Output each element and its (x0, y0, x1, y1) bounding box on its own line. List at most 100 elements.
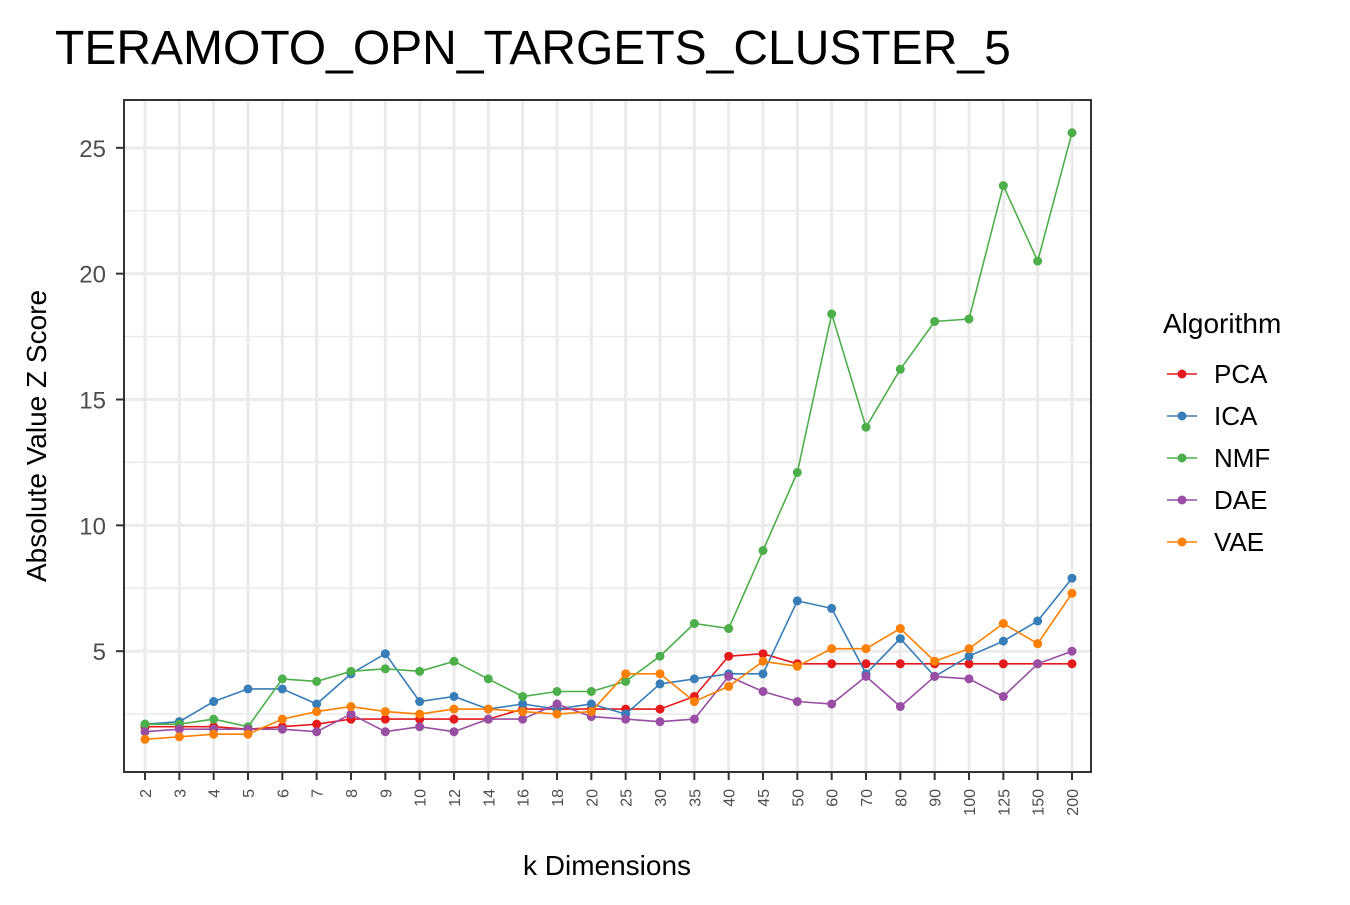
data-point-nmf (140, 719, 150, 729)
x-tick-label: 14 (481, 789, 498, 807)
data-point-nmf (518, 691, 528, 701)
y-tick-label: 25 (79, 136, 106, 163)
data-point-dae (655, 717, 665, 727)
data-point-dae (483, 714, 493, 724)
data-point-ica (415, 697, 425, 707)
data-point-dae (415, 722, 425, 732)
legend-label-nmf: NMF (1214, 443, 1270, 473)
data-point-vae (930, 656, 940, 666)
data-point-vae (552, 709, 562, 719)
data-point-dae (518, 714, 528, 724)
data-point-nmf (895, 364, 905, 374)
plot-panel-border (123, 99, 1092, 773)
data-point-nmf (827, 309, 837, 319)
data-point-pca (758, 649, 768, 659)
data-point-vae (1067, 588, 1077, 598)
data-point-dae (174, 724, 184, 734)
data-point-ica (209, 697, 219, 707)
y-tick-label: 15 (79, 388, 106, 415)
data-point-dae (346, 709, 356, 719)
data-point-nmf (930, 316, 940, 326)
data-point-dae (724, 671, 734, 681)
minor-gridlines (124, 209, 1091, 715)
data-point-ica (1067, 573, 1077, 583)
data-point-dae (792, 697, 802, 707)
data-point-nmf (277, 674, 287, 684)
data-point-nmf (312, 676, 322, 686)
data-point-nmf (346, 666, 356, 676)
x-tick-label: 45 (756, 789, 773, 807)
data-point-ica (964, 651, 974, 661)
data-point-vae (449, 704, 459, 714)
x-axis-label: k Dimensions (523, 850, 691, 881)
data-point-pca (964, 659, 974, 669)
data-point-vae (792, 661, 802, 671)
legend-label-dae: DAE (1214, 485, 1267, 515)
data-point-ica (1033, 616, 1043, 626)
x-tick-label: 25 (619, 789, 636, 807)
legend: Algorithm PCA ICA NMF DAE VAE (1163, 308, 1281, 557)
legend-marker-ica (1177, 411, 1187, 421)
data-point-vae (346, 702, 356, 712)
x-tick-label: 150 (1031, 789, 1048, 816)
series-line-vae (144, 592, 1073, 741)
data-point-vae (827, 644, 837, 654)
series-lines (140, 128, 1077, 744)
data-point-nmf (415, 666, 425, 676)
data-point-dae (140, 727, 150, 737)
x-tick-label: 20 (584, 789, 601, 807)
data-point-vae (998, 619, 1008, 629)
series-line-dae (144, 650, 1073, 733)
data-point-nmf (861, 422, 871, 432)
data-point-nmf (964, 314, 974, 324)
y-tick-label: 20 (79, 262, 106, 289)
y-axis-label: Absolute Value Z Score (21, 290, 52, 582)
data-point-ica (277, 684, 287, 694)
y-tick-label: 5 (93, 639, 106, 666)
x-tick-label: 18 (550, 789, 567, 807)
legend-marker-nmf (1177, 453, 1187, 463)
data-point-nmf (1033, 256, 1043, 266)
data-point-dae (312, 727, 322, 737)
data-point-vae (655, 669, 665, 679)
data-point-dae (1033, 659, 1043, 669)
y-axis: 5 10 15 20 25 (79, 136, 124, 666)
data-point-ica (792, 596, 802, 606)
data-point-dae (827, 699, 837, 709)
data-point-nmf (655, 651, 665, 661)
data-point-ica (586, 699, 596, 709)
data-point-pca (861, 659, 871, 669)
x-tick-label: 35 (687, 789, 704, 807)
data-point-ica (998, 636, 1008, 646)
x-tick-label: 125 (996, 789, 1013, 816)
data-point-ica (827, 603, 837, 613)
x-tick-label: 16 (516, 789, 533, 807)
data-point-pca (312, 719, 322, 729)
data-point-vae (689, 697, 699, 707)
data-point-vae (483, 704, 493, 714)
data-point-pca (998, 659, 1008, 669)
data-point-ica (758, 669, 768, 679)
data-point-nmf (998, 181, 1008, 191)
legend-label-pca: PCA (1214, 359, 1268, 389)
series-line-nmf (145, 132, 1073, 728)
series-line-ica (144, 577, 1073, 725)
data-point-vae (380, 707, 390, 717)
data-point-vae (861, 644, 871, 654)
data-point-nmf (792, 467, 802, 477)
data-point-nmf (621, 676, 631, 686)
data-point-dae (758, 686, 768, 696)
x-tick-label: 100 (962, 789, 979, 816)
data-point-vae (140, 734, 150, 744)
x-tick-label: 9 (378, 789, 395, 798)
data-point-vae (312, 707, 322, 717)
x-tick-label: 12 (447, 789, 464, 807)
data-point-pca (895, 659, 905, 669)
x-tick-label: 50 (790, 789, 807, 807)
data-point-dae (552, 699, 562, 709)
data-point-vae (586, 707, 596, 717)
data-point-pca (449, 714, 459, 724)
data-point-pca (827, 659, 837, 669)
data-point-ica (518, 699, 528, 709)
x-tick-label: 70 (859, 789, 876, 807)
